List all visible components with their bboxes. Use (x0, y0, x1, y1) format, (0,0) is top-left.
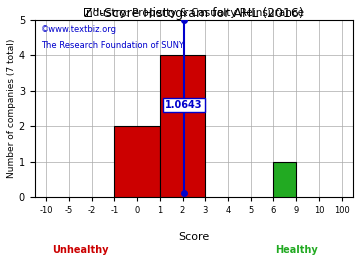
Title: Z''-Score Histogram for AHL (2016): Z''-Score Histogram for AHL (2016) (84, 7, 304, 20)
Text: Unhealthy: Unhealthy (52, 245, 108, 255)
Bar (114, 126, 160, 197)
Text: 1.0643: 1.0643 (165, 100, 203, 110)
Text: ©www.textbiz.org: ©www.textbiz.org (41, 25, 117, 34)
X-axis label: Score: Score (178, 232, 210, 242)
Bar (160, 55, 205, 197)
Bar (274, 161, 296, 197)
Y-axis label: Number of companies (7 total): Number of companies (7 total) (7, 39, 16, 178)
Text: Industry: Property & Casualty Reinsurance: Industry: Property & Casualty Reinsuranc… (84, 8, 304, 18)
Text: Healthy: Healthy (275, 245, 318, 255)
Text: The Research Foundation of SUNY: The Research Foundation of SUNY (41, 41, 184, 50)
